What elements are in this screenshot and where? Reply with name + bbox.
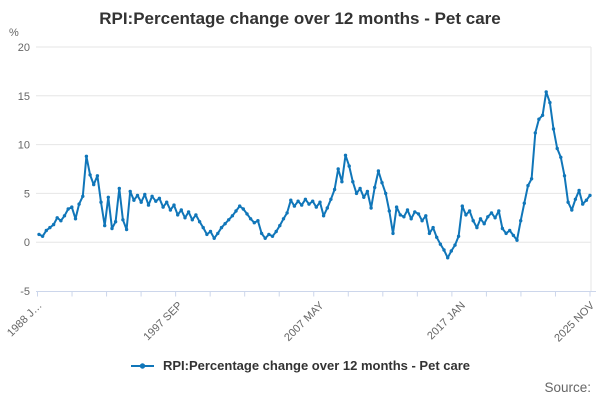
series-pet-care: [37, 90, 592, 260]
svg-text:1988 J…: 1988 J…: [5, 300, 45, 340]
svg-text:0: 0: [24, 237, 30, 249]
y-axis-unit-label: %: [9, 27, 19, 39]
y-axis-labels: 20 15 10 5 0 -5: [18, 42, 30, 298]
svg-text:1997 SEP: 1997 SEP: [141, 300, 185, 344]
svg-text:-5: -5: [20, 286, 30, 298]
x-axis-labels: 1988 J… 1997 SEP 2007 MAY 2017 JAN 2025 NOV: [5, 299, 598, 344]
svg-text:10: 10: [18, 140, 30, 152]
x-axis: [36, 291, 596, 297]
svg-text:2025 NOV: 2025 NOV: [552, 299, 597, 344]
legend-item[interactable]: RPI:Percentage change over 12 months - P…: [0, 358, 600, 373]
svg-text:2017 JAN: 2017 JAN: [425, 300, 468, 343]
svg-text:20: 20: [18, 42, 30, 54]
svg-text:15: 15: [18, 91, 30, 103]
source-label: Source:: [544, 380, 591, 395]
legend-label: RPI:Percentage change over 12 months - P…: [162, 358, 471, 373]
chart-title: RPI:Percentage change over 12 months - P…: [99, 9, 501, 28]
gridlines: [36, 46, 592, 291]
svg-text:5: 5: [24, 188, 30, 200]
svg-text:2007 MAY: 2007 MAY: [282, 299, 327, 344]
legend-series-icon: [130, 362, 154, 369]
